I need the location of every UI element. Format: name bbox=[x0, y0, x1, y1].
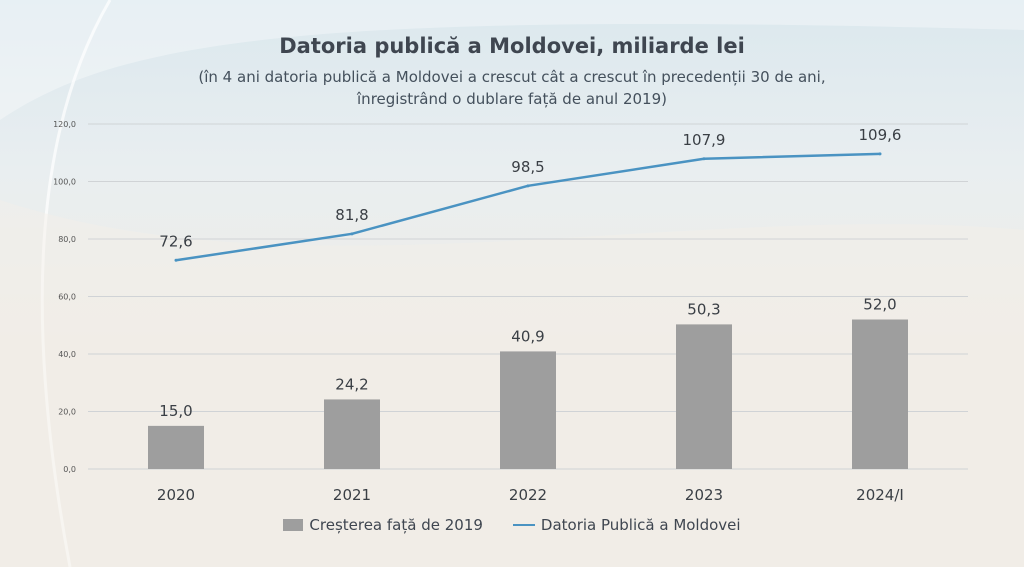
chart-subtitle-line-1: (în 4 ani datoria publică a Moldovei a c… bbox=[198, 68, 826, 86]
bar bbox=[500, 351, 556, 469]
bar-data-label: 52,0 bbox=[863, 296, 896, 314]
legend-swatch-line bbox=[512, 524, 535, 526]
line-point bbox=[526, 184, 530, 188]
y-tick-label: 0,0 bbox=[63, 465, 76, 474]
chart-title: Datoria publică a Moldovei, miliarde lei bbox=[279, 34, 745, 58]
y-tick-label: 20,0 bbox=[58, 408, 76, 417]
line-point bbox=[174, 258, 178, 262]
y-tick-label: 80,0 bbox=[58, 235, 76, 244]
line-data-label: 81,8 bbox=[335, 206, 368, 224]
bar-data-label: 50,3 bbox=[687, 300, 720, 318]
bar bbox=[324, 399, 380, 469]
bar bbox=[852, 319, 908, 469]
legend-item-bars: Creșterea față de 2019 bbox=[283, 516, 483, 534]
y-tick-label: 60,0 bbox=[58, 293, 76, 302]
y-tick-label: 100,0 bbox=[53, 178, 76, 187]
legend-label-line: Datoria Publică a Moldovei bbox=[540, 516, 741, 534]
bar-data-label: 24,2 bbox=[335, 375, 368, 393]
y-tick-label: 120,0 bbox=[53, 120, 76, 129]
bar bbox=[676, 324, 732, 469]
line-point bbox=[702, 157, 706, 161]
legend-item-line: Datoria Publică a Moldovei bbox=[512, 516, 741, 534]
bar-data-label: 40,9 bbox=[511, 327, 544, 345]
x-tick-label: 2022 bbox=[509, 486, 547, 504]
x-tick-label: 2020 bbox=[157, 486, 195, 504]
line-point bbox=[350, 232, 354, 236]
x-tick-label: 2023 bbox=[685, 486, 723, 504]
y-tick-label: 40,0 bbox=[58, 350, 76, 359]
chart-legend: Creșterea față de 2019 Datoria Publică a… bbox=[0, 516, 1024, 534]
legend-label-bars: Creșterea față de 2019 bbox=[309, 516, 483, 534]
bar-data-label: 15,0 bbox=[159, 402, 192, 420]
chart-subtitle-line-2: înregistrând o dublare față de anul 2019… bbox=[357, 90, 667, 108]
line-data-label: 72,6 bbox=[159, 232, 192, 250]
line-data-label: 107,9 bbox=[683, 131, 726, 149]
x-tick-label: 2021 bbox=[333, 486, 371, 504]
line-data-label: 98,5 bbox=[511, 158, 544, 176]
bar bbox=[148, 425, 204, 469]
line-data-label: 109,6 bbox=[859, 126, 902, 144]
x-tick-label: 2024/I bbox=[856, 486, 904, 504]
line-point bbox=[878, 152, 882, 156]
legend-swatch-bars bbox=[283, 519, 304, 531]
